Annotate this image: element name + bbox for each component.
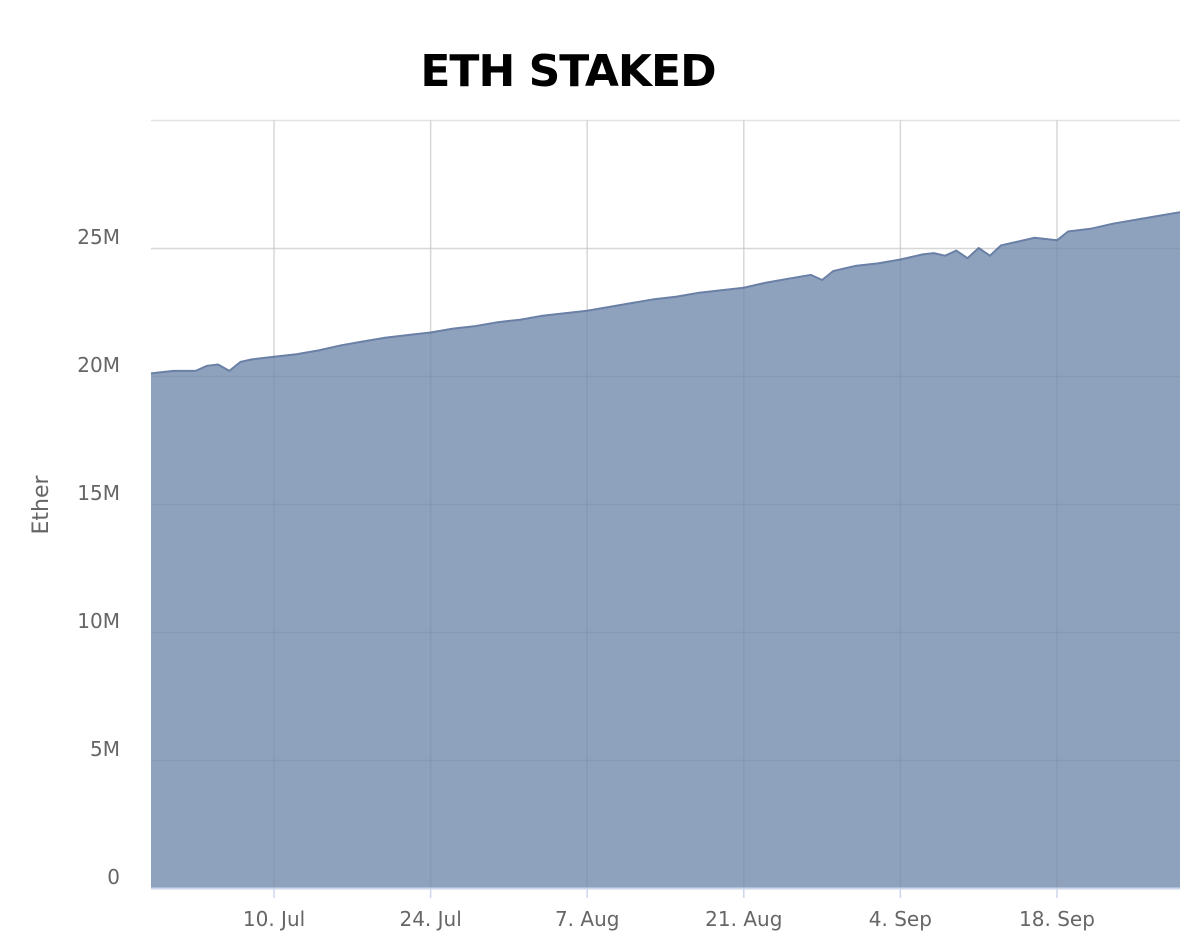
x-tick-label: 10. Jul (243, 907, 305, 931)
x-tick-label: 7. Aug (555, 907, 620, 931)
y-tick-label: 5M (90, 737, 120, 761)
y-axis-ticks: 0 5M 10M 15M 20M 25M (77, 225, 120, 889)
y-tick-label: 0 (107, 865, 120, 889)
area-layer (150, 120, 1181, 890)
x-tick-label: 18. Sep (1019, 907, 1095, 931)
y-tick-label: 20M (77, 353, 120, 377)
series-line (150, 211, 1181, 375)
series-area (151, 212, 1180, 888)
chart-title: ETH STAKED (420, 46, 715, 97)
x-tick-label: 4. Sep (869, 907, 932, 931)
x-tick-label: 24. Jul (399, 907, 461, 931)
y-tick-label: 25M (77, 225, 120, 249)
y-tick-label: 10M (77, 609, 120, 633)
x-axis-ticks: 10. Jul 24. Jul 7. Aug 21. Aug 4. Sep 18. Sep (243, 888, 1095, 931)
y-axis-title: Ether (29, 475, 54, 535)
y-tick-label: 15M (77, 481, 120, 505)
x-tick-label: 21. Aug (705, 907, 782, 931)
